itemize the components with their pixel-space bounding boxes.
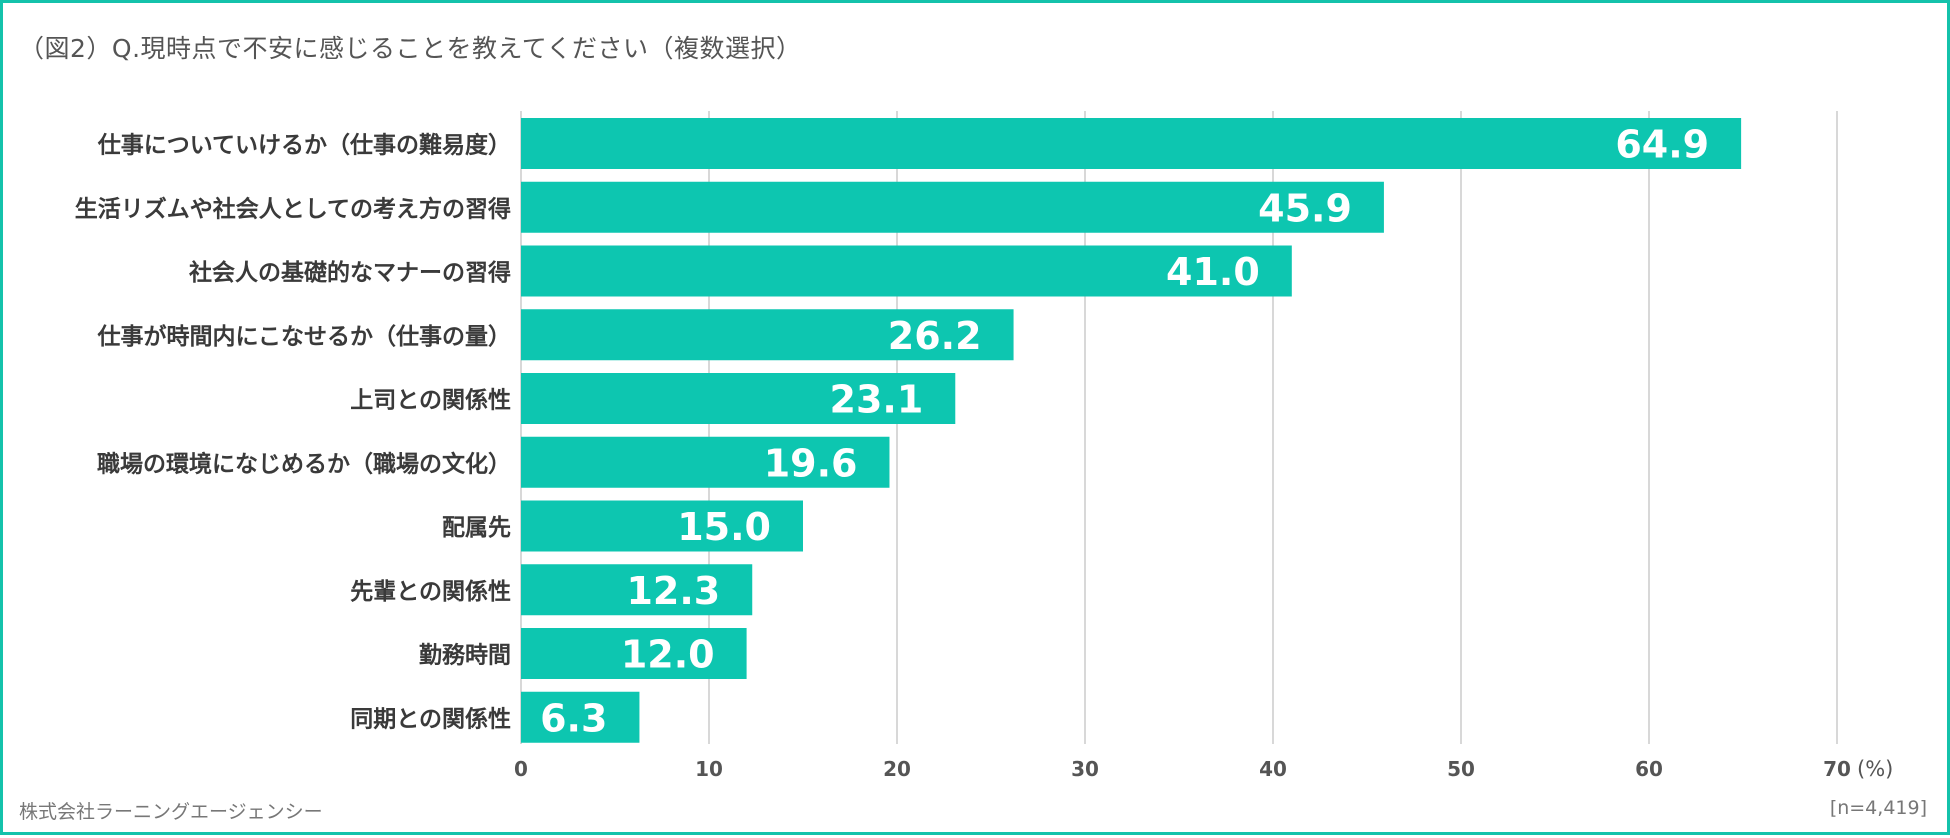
value-label: 6.3 — [540, 696, 607, 740]
category-label: 社会人の基礎的なマナーの習得 — [189, 259, 511, 286]
category-label: 勤務時間 — [419, 642, 511, 669]
bar — [521, 628, 747, 679]
category-label: 配属先 — [442, 515, 511, 541]
category-label: 同期との関係性 — [350, 706, 511, 732]
bar — [521, 373, 956, 424]
value-label: 23.1 — [830, 378, 924, 422]
bar — [521, 181, 1384, 233]
x-tick-label: 30 — [1071, 757, 1099, 781]
tick-layer: 0 10 20 30 40 50 60 70 (%) — [514, 757, 1893, 781]
category-label: 上司との関係性 — [350, 388, 511, 414]
x-tick-label: 20 — [883, 757, 911, 781]
category-label: 職場の環境になじめるか（職場の文化） — [97, 450, 511, 477]
value-label: 12.0 — [621, 633, 715, 677]
value-label: 12.3 — [626, 569, 720, 613]
company-credit: 株式会社ラーニングエージェンシー — [19, 801, 323, 823]
sample-size: [n=4,419] — [1829, 797, 1927, 819]
value-label: 26.2 — [888, 314, 982, 358]
x-tick-label: 50 — [1447, 757, 1475, 781]
bar — [521, 245, 1292, 297]
x-tick-label: 40 — [1259, 757, 1287, 781]
value-label: 15.0 — [677, 505, 771, 549]
x-tick-label: 70 — [1823, 757, 1851, 781]
bar-layer — [521, 118, 1742, 743]
label-layer: 仕事についていけるか（仕事の難易度） 64.9 生活リズムや社会人としての考え方の習… — [75, 123, 1709, 741]
x-tick-label: 10 — [695, 757, 723, 781]
x-axis-unit: (%) — [1857, 757, 1893, 781]
category-label: 仕事についていけるか（仕事の難易度） — [97, 132, 511, 159]
value-label: 64.9 — [1615, 123, 1709, 167]
category-label: 生活リズムや社会人としての考え方の習得 — [75, 195, 511, 222]
bar — [521, 309, 1014, 361]
category-label: 先輩との関係性 — [350, 579, 511, 605]
chart-title: （図2）Q.現時点で不安に感じることを教えてください（複数選択） — [19, 34, 802, 63]
value-label: 19.6 — [764, 441, 858, 485]
value-label: 45.9 — [1258, 186, 1352, 230]
x-tick-label: 60 — [1635, 757, 1663, 781]
bar — [521, 500, 803, 552]
x-tick-label: 0 — [514, 757, 528, 781]
value-label: 41.0 — [1166, 250, 1260, 294]
bar — [521, 564, 753, 616]
bar-chart: 仕事についていけるか（仕事の難易度） 64.9 生活リズムや社会人としての考え方の習… — [75, 111, 1893, 781]
bar — [521, 436, 890, 488]
category-label: 仕事が時間内にこなせるか（仕事の量） — [96, 323, 511, 350]
bar — [521, 118, 1742, 169]
bar — [521, 691, 640, 743]
